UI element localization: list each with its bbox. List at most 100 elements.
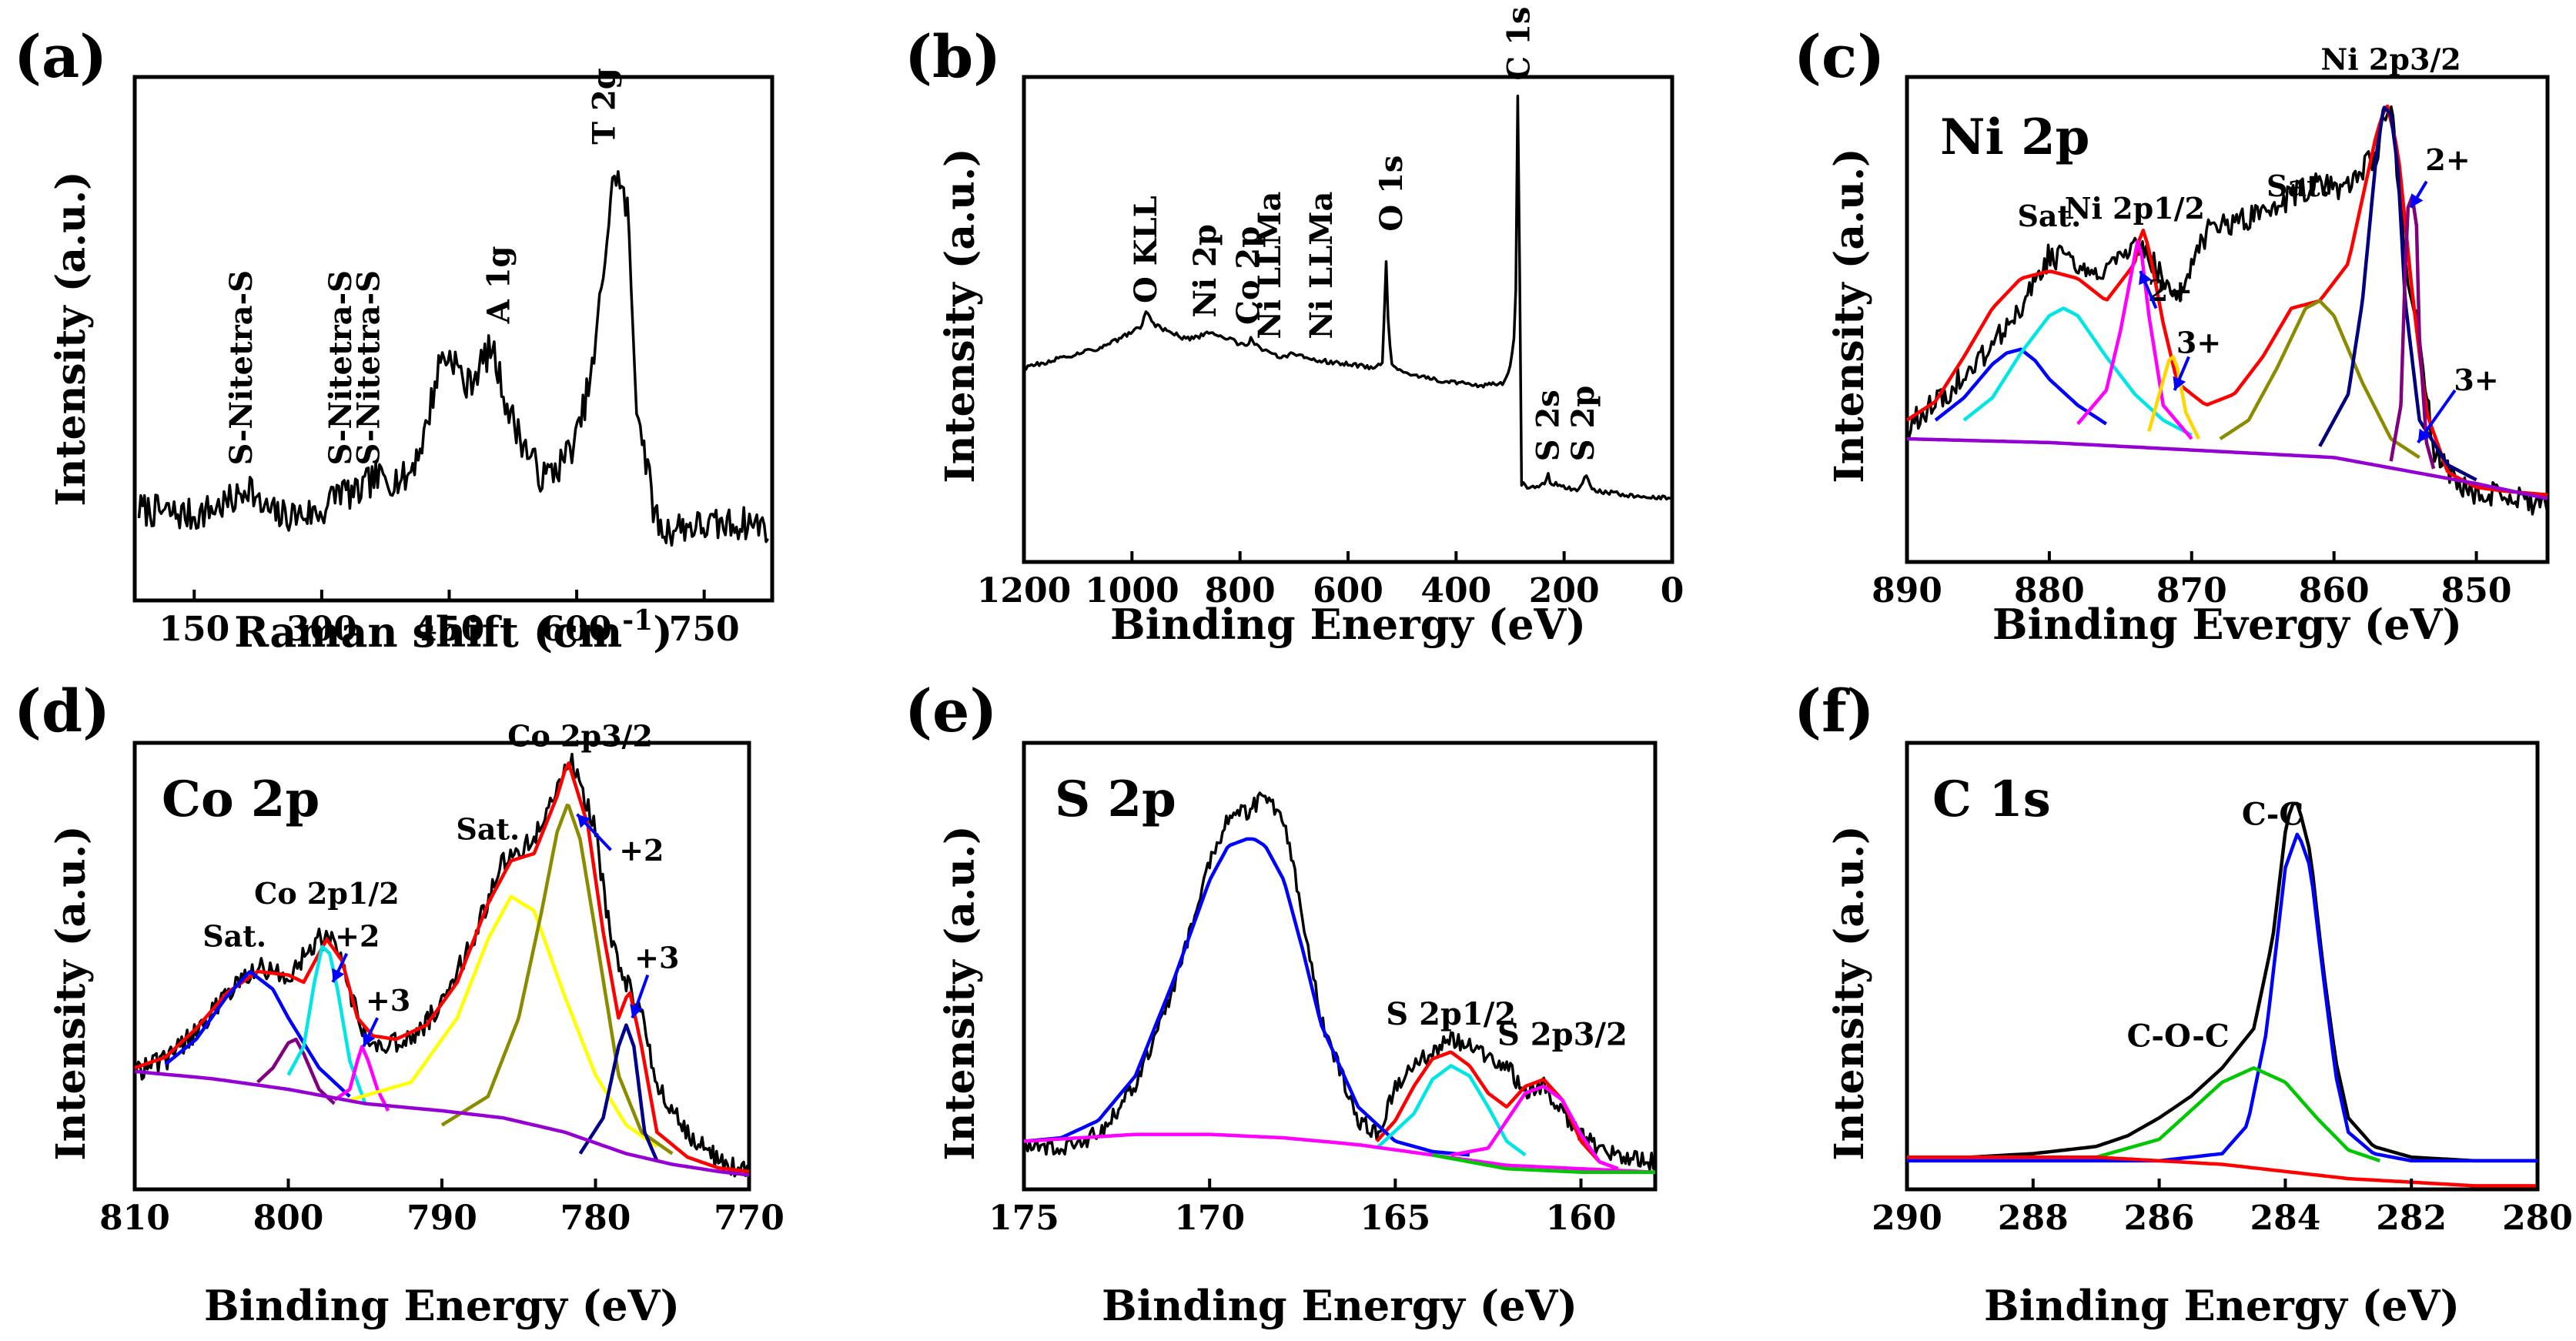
series-background [134,1069,750,1177]
annotation: Ni LLMa [1303,192,1340,339]
x-axis-label: Binding Energy (eV) [1984,1281,2460,1330]
x-tick-label: 165 [1360,1199,1430,1238]
annotation: A 1g [481,246,517,324]
series-co3-778 [578,1023,659,1162]
x-tick-label: 1000 [1085,571,1179,610]
annotation: +3 [366,983,410,1018]
x-tick-label: 200 [1529,571,1600,610]
plot-area: C-C C-O-C [1907,797,2538,1188]
annotation: C-C [2242,797,2303,833]
series-c-c [1907,832,2538,1163]
annotation: Ni 2p [1187,224,1223,317]
y-axis-label: Intensity (a.u.) [937,825,984,1160]
series-raw [133,752,751,1178]
x-tick-label: 770 [714,1199,785,1238]
series-ni3-871-5 [2147,355,2201,440]
annotation: Ni 2p1/2 [2065,191,2205,226]
annotation: O 1s [1373,156,1410,232]
series-c-o-c [2096,1066,2381,1163]
series-background [1907,1155,2538,1188]
x-tick-label: 600 [541,610,612,649]
annotation: Co 2p3/2 [507,719,653,754]
x-axis-label: Binding Energy (eV) [1110,600,1586,649]
series-raman-spectrum [137,169,769,547]
panel-label: (a) [14,22,107,91]
annotation-arrowhead [332,968,345,982]
x-tick-label: 175 [989,1199,1059,1238]
x-axis-label: Raman shift (cm-1) [234,604,673,657]
series-background [1023,1132,1656,1174]
annotation-arrowhead [2139,271,2152,286]
annotation: 2+ [2148,273,2193,308]
series-co2-797-5 [286,945,367,1105]
x-tick-label: 880 [2014,571,2085,610]
annotation: C 1s [1501,7,1537,81]
series-sat-785 [349,895,658,1149]
panel-label: (b) [905,22,1001,91]
plot-frame [1905,75,2550,564]
panel-label: (d) [14,677,110,745]
annotation: S-Nitetra-S [323,270,359,466]
series-sat-882 [1934,347,2108,426]
annotation: Co 2p1/2 [254,876,400,911]
annotation: Sat. [2017,199,2081,233]
plot-area: S 2p1/2S 2p3/2 [1022,791,1657,1174]
x-axis-label-end: ) [653,607,673,657]
x-axis-label-main: Raman shift (cm [234,607,622,657]
x-axis-label: Binding Evergy (eV) [1992,600,2462,649]
series-ni2-856 [2318,105,2477,482]
series-main-168-8 [1023,837,1470,1157]
annotation-arrowhead [2417,428,2431,443]
annotation: Sat. [456,811,520,846]
x-tick-label: 284 [2250,1199,2320,1238]
x-tick-label: 170 [1174,1199,1245,1238]
x-tick-label: 288 [1998,1199,2069,1238]
x-tick-label: 780 [560,1199,631,1238]
y-axis-label: Intensity (a.u.) [1826,825,1873,1160]
annotation: 3+ [2176,326,2221,360]
annotation-arrowhead [630,1004,644,1018]
series-sat-800 [256,1037,336,1105]
plot-area: S-Nitetra-S S-Nitetra-SS-Nitetra-S A 1gT 2… [137,68,769,547]
inner-label: Co 2p [162,771,319,828]
x-tick-label: 160 [1546,1199,1617,1238]
plot-frame [1022,741,1658,1192]
x-tick-label: 800 [253,1199,324,1238]
series-background [1906,436,2548,500]
x-tick-label: 286 [2124,1199,2195,1238]
annotation: O KLL [1128,196,1164,303]
inner-label: Ni 2p [1940,109,2089,166]
x-tick-label: 450 [414,610,485,649]
x-tick-label: 860 [2299,571,2370,610]
series-s-2p3-2 [1450,1085,1619,1171]
annotation: S 2p [1565,386,1601,462]
annotation: +2 [335,918,380,953]
annotation: C-O-C [2127,1018,2230,1054]
annotation: S 2p3/2 [1497,1017,1628,1053]
y-axis-label: Intensity (a.u.) [937,148,984,483]
x-tick-label: 790 [406,1199,477,1238]
annotation: Ni LLMa [1252,192,1288,339]
plot-frame [132,75,774,603]
panel-c: (c) Intensity (a.u.) Sat.Ni 2p1/22+3+Sat… [1794,22,2550,649]
series-sat-802 [164,970,351,1099]
x-tick-label: 150 [159,610,229,649]
x-tick-label: 870 [2156,571,2227,610]
annotation: Sat. [2267,169,2330,203]
series-survey-spectrum [1022,94,1673,501]
series-ni2-873-8 [2076,239,2193,440]
panel-label: (c) [1794,22,1885,91]
annotation: 2+ [2425,142,2470,177]
y-axis-label: Intensity (a.u.) [1826,148,1873,483]
x-tick-label: 600 [1313,571,1383,610]
annotation: +3 [634,940,679,975]
annotation: S 2s [1531,390,1567,461]
annotation-arrowhead [2173,376,2186,391]
x-tick-label: 282 [2376,1199,2447,1238]
annotation: 3+ [2454,363,2498,397]
annotation: S-Nitetra-S [223,270,259,466]
annotation: S-Nitetra-S [351,270,387,466]
